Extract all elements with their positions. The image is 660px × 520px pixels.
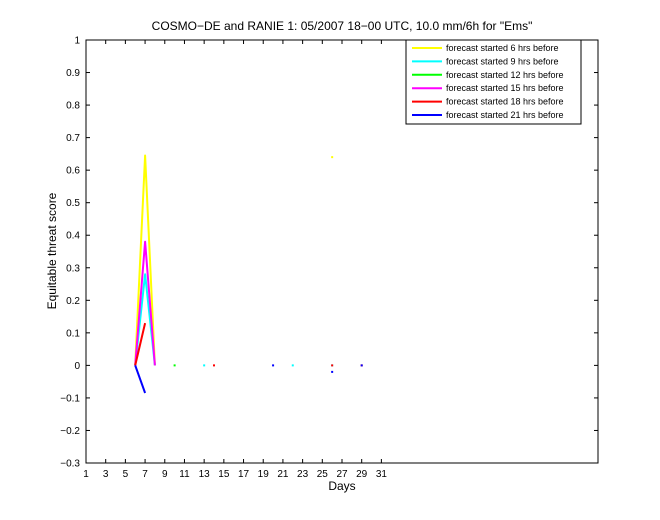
y-tick-label: −0.3 <box>60 459 80 470</box>
series-line <box>134 365 147 394</box>
y-tick-label: 0.8 <box>66 101 80 112</box>
y-tick-label: 0.7 <box>66 133 80 144</box>
x-axis-label: Days <box>328 479 355 493</box>
data-series <box>134 154 363 394</box>
y-tick-label: 1 <box>74 36 80 47</box>
legend-label: forecast started 6 hrs before <box>446 43 559 53</box>
series-4 <box>134 240 156 366</box>
series-line <box>134 240 156 366</box>
x-tick-label: 23 <box>297 469 309 480</box>
legend-label: forecast started 21 hrs before <box>446 110 564 120</box>
legend-label: forecast started 9 hrs before <box>446 56 559 66</box>
x-tick-label: 11 <box>179 469 190 480</box>
legend-box <box>405 39 582 125</box>
x-tick-label: 29 <box>356 469 368 480</box>
x-tick-label: 27 <box>336 469 348 480</box>
x-tick-label: 21 <box>277 469 289 480</box>
axis-ticks: 1 3 5 7 9 11 13 15 17 19 21 23 25 27 29 31−0.3−0.2−0.10… <box>60 36 598 480</box>
series-6 <box>134 364 363 394</box>
y-tick-label: −0.2 <box>60 426 80 437</box>
legend: forecast started 6 hrs before forecast st… <box>405 39 582 125</box>
y-tick-label: 0.5 <box>66 198 80 209</box>
x-tick-label: 5 <box>123 469 129 480</box>
x-tick-label: 19 <box>258 469 270 480</box>
x-tick-label: 31 <box>376 469 388 480</box>
y-tick-label: 0.9 <box>66 68 80 79</box>
x-tick-label: 7 <box>142 469 148 480</box>
legend-label: forecast started 12 hrs before <box>446 70 564 80</box>
y-tick-label: 0 <box>74 361 80 372</box>
series-line <box>134 322 147 366</box>
series-line <box>134 154 156 366</box>
y-tick-label: 0.4 <box>66 231 80 242</box>
series-1 <box>134 154 334 366</box>
x-tick-label: 15 <box>218 469 230 480</box>
y-axis-label: Equitable threat score <box>45 192 59 309</box>
x-tick-label: 1 <box>83 469 89 480</box>
legend-label: forecast started 15 hrs before <box>446 83 564 93</box>
x-tick-label: 17 <box>238 469 250 480</box>
x-tick-label: 25 <box>317 469 329 480</box>
y-tick-label: 0.2 <box>66 296 80 307</box>
chart-title: COSMO−DE and RANIE 1: 05/2007 18−00 UTC,… <box>152 19 533 33</box>
x-tick-label: 13 <box>199 469 211 480</box>
y-tick-label: 0.3 <box>66 263 80 274</box>
x-tick-label: 3 <box>103 469 109 480</box>
x-tick-label: 9 <box>162 469 168 480</box>
y-tick-label: 0.6 <box>66 166 80 177</box>
legend-label: forecast started 18 hrs before <box>446 97 564 107</box>
y-tick-label: 0.1 <box>66 328 80 339</box>
y-tick-label: −0.1 <box>60 393 80 404</box>
